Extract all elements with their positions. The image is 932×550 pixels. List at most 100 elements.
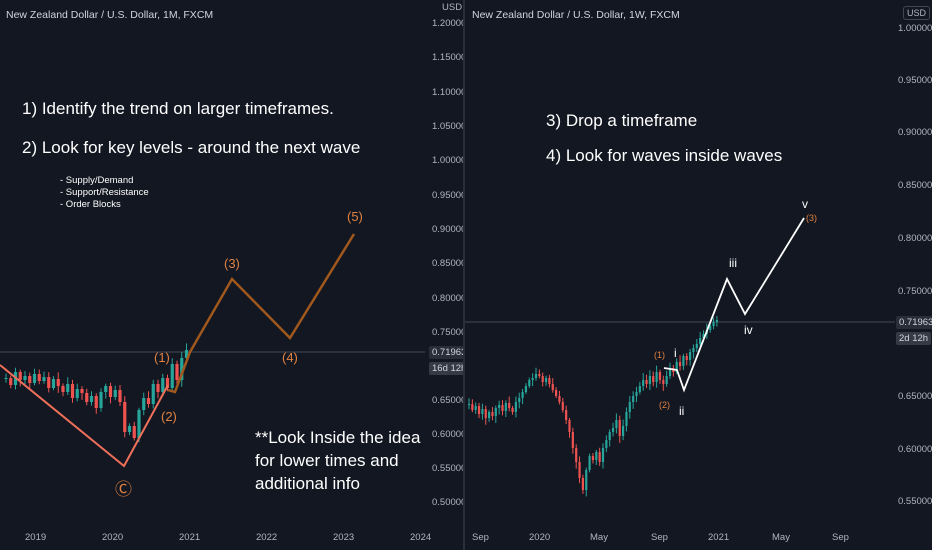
price-tick: 0.80000 <box>432 293 467 304</box>
time-tick: 2022 <box>256 532 278 543</box>
wave-label-2: (2) <box>659 400 670 410</box>
price-tick: 0.85000 <box>898 180 932 191</box>
weekly-candle <box>601 448 605 462</box>
note-supply-demand: - Supply/Demand <box>60 175 134 186</box>
price-tick: 0.50000 <box>432 497 467 508</box>
price-tick: 0.75000 <box>432 327 467 338</box>
weekly-candle <box>628 402 631 412</box>
wave-line-a-b <box>0 364 169 468</box>
weekly-candle <box>622 426 625 436</box>
time-tick: 2020 <box>102 532 124 543</box>
weekly-candle <box>561 402 564 410</box>
wave-label-ii: ii <box>679 404 685 418</box>
weekly-chart-canvas[interactable] <box>465 0 932 550</box>
weekly-candle <box>642 380 645 386</box>
price-tick: 1.00000 <box>432 155 467 166</box>
weekly-candle <box>692 348 695 352</box>
monthly-candle <box>142 398 146 410</box>
monthly-candle <box>146 398 151 404</box>
last-price-tag: 0.71963 <box>429 346 470 359</box>
wave-label-3: (3) <box>224 256 240 271</box>
time-tick: 2023 <box>333 532 355 543</box>
monthly-candle <box>28 376 32 383</box>
weekly-candle <box>538 374 541 376</box>
note-support-resistance: - Support/Resistance <box>60 187 149 198</box>
weekly-candle <box>565 410 568 420</box>
weekly-candle <box>481 409 484 414</box>
weekly-candle <box>484 409 487 418</box>
weekly-candle <box>662 380 665 384</box>
weekly-candle <box>544 378 548 382</box>
monthly-candle <box>94 396 98 408</box>
wave-label-v: v <box>802 197 808 211</box>
weekly-candle <box>541 376 544 382</box>
monthly-candle <box>161 378 165 392</box>
weekly-candle <box>625 412 628 426</box>
price-tick: 1.00000 <box>898 23 932 34</box>
weekly-candle <box>638 386 641 392</box>
weekly-candle <box>474 406 477 410</box>
price-tick: 0.75000 <box>898 286 932 297</box>
currency-button[interactable]: USD <box>903 6 931 20</box>
weekly-candle <box>524 386 528 392</box>
price-tick: 0.60000 <box>432 429 467 440</box>
wave-label-4: (4) <box>282 350 298 365</box>
weekly-candle <box>635 392 638 396</box>
time-tick: 2019 <box>25 532 47 543</box>
monthly-candle <box>123 402 127 432</box>
wave-label-iii: iii <box>729 256 737 270</box>
time-tick: Sep <box>472 532 489 543</box>
monthly-candle <box>180 358 184 380</box>
weekly-candle <box>682 356 685 366</box>
monthly-candle <box>70 384 75 398</box>
weekly-candle <box>591 456 595 460</box>
pane-divider[interactable] <box>463 0 465 550</box>
price-tick: 1.20000 <box>432 18 467 29</box>
weekly-chart-pane[interactable]: New Zealand Dollar / U.S. Dollar, 1W, FX… <box>465 0 932 550</box>
monthly-candle <box>32 374 37 383</box>
note-step-1: 1) Identify the trend on larger timefram… <box>22 99 334 118</box>
monthly-chart-pane[interactable]: New Zealand Dollar / U.S. Dollar, 1M, FX… <box>0 0 470 550</box>
note-order-blocks: - Order Blocks <box>60 199 121 210</box>
weekly-candle <box>498 405 501 408</box>
time-tick: 2024 <box>410 532 432 543</box>
price-tick: 0.95000 <box>432 190 467 201</box>
weekly-candle <box>648 376 651 384</box>
note-step-3: 3) Drop a timeframe <box>546 111 698 130</box>
chart-title: New Zealand Dollar / U.S. Dollar, 1M, FX… <box>6 9 214 21</box>
weekly-candle <box>494 408 497 416</box>
weekly-candle <box>618 420 621 436</box>
weekly-candle <box>615 420 618 428</box>
wave-label-c: Ⓒ <box>115 480 132 499</box>
note-look-inside-3: additional info <box>255 474 360 493</box>
weekly-candle <box>504 403 507 411</box>
price-tick: 0.65000 <box>898 391 932 402</box>
note-look-inside-1: **Look Inside the idea <box>255 428 421 447</box>
weekly-candle <box>514 402 517 412</box>
weekly-candle <box>685 356 688 360</box>
monthly-candle <box>42 377 46 381</box>
price-tick: 0.80000 <box>898 233 932 244</box>
weekly-candle <box>571 432 574 448</box>
monthly-candle <box>75 389 79 398</box>
monthly-candle <box>184 350 189 358</box>
weekly-candle <box>678 362 682 366</box>
wave-label-1: (1) <box>654 350 665 360</box>
monthly-candle <box>66 384 70 392</box>
monthly-candle <box>61 386 65 392</box>
price-tick: 1.10000 <box>432 87 467 98</box>
monthly-chart-canvas[interactable] <box>0 0 463 550</box>
monthly-candle <box>56 379 60 386</box>
monthly-candle <box>118 390 122 402</box>
monthly-candle <box>89 396 94 402</box>
weekly-candle <box>695 344 698 348</box>
note-step-2: 2) Look for key levels - around the next… <box>22 138 361 157</box>
weekly-candle <box>531 378 534 380</box>
weekly-candle <box>581 478 584 490</box>
wave-label-5: (5) <box>347 209 363 224</box>
weekly-candle <box>655 372 658 382</box>
monthly-candle <box>51 379 56 388</box>
note-look-inside-2: for lower times and <box>255 451 399 470</box>
weekly-candle <box>548 378 551 384</box>
monthly-candle <box>9 378 13 385</box>
